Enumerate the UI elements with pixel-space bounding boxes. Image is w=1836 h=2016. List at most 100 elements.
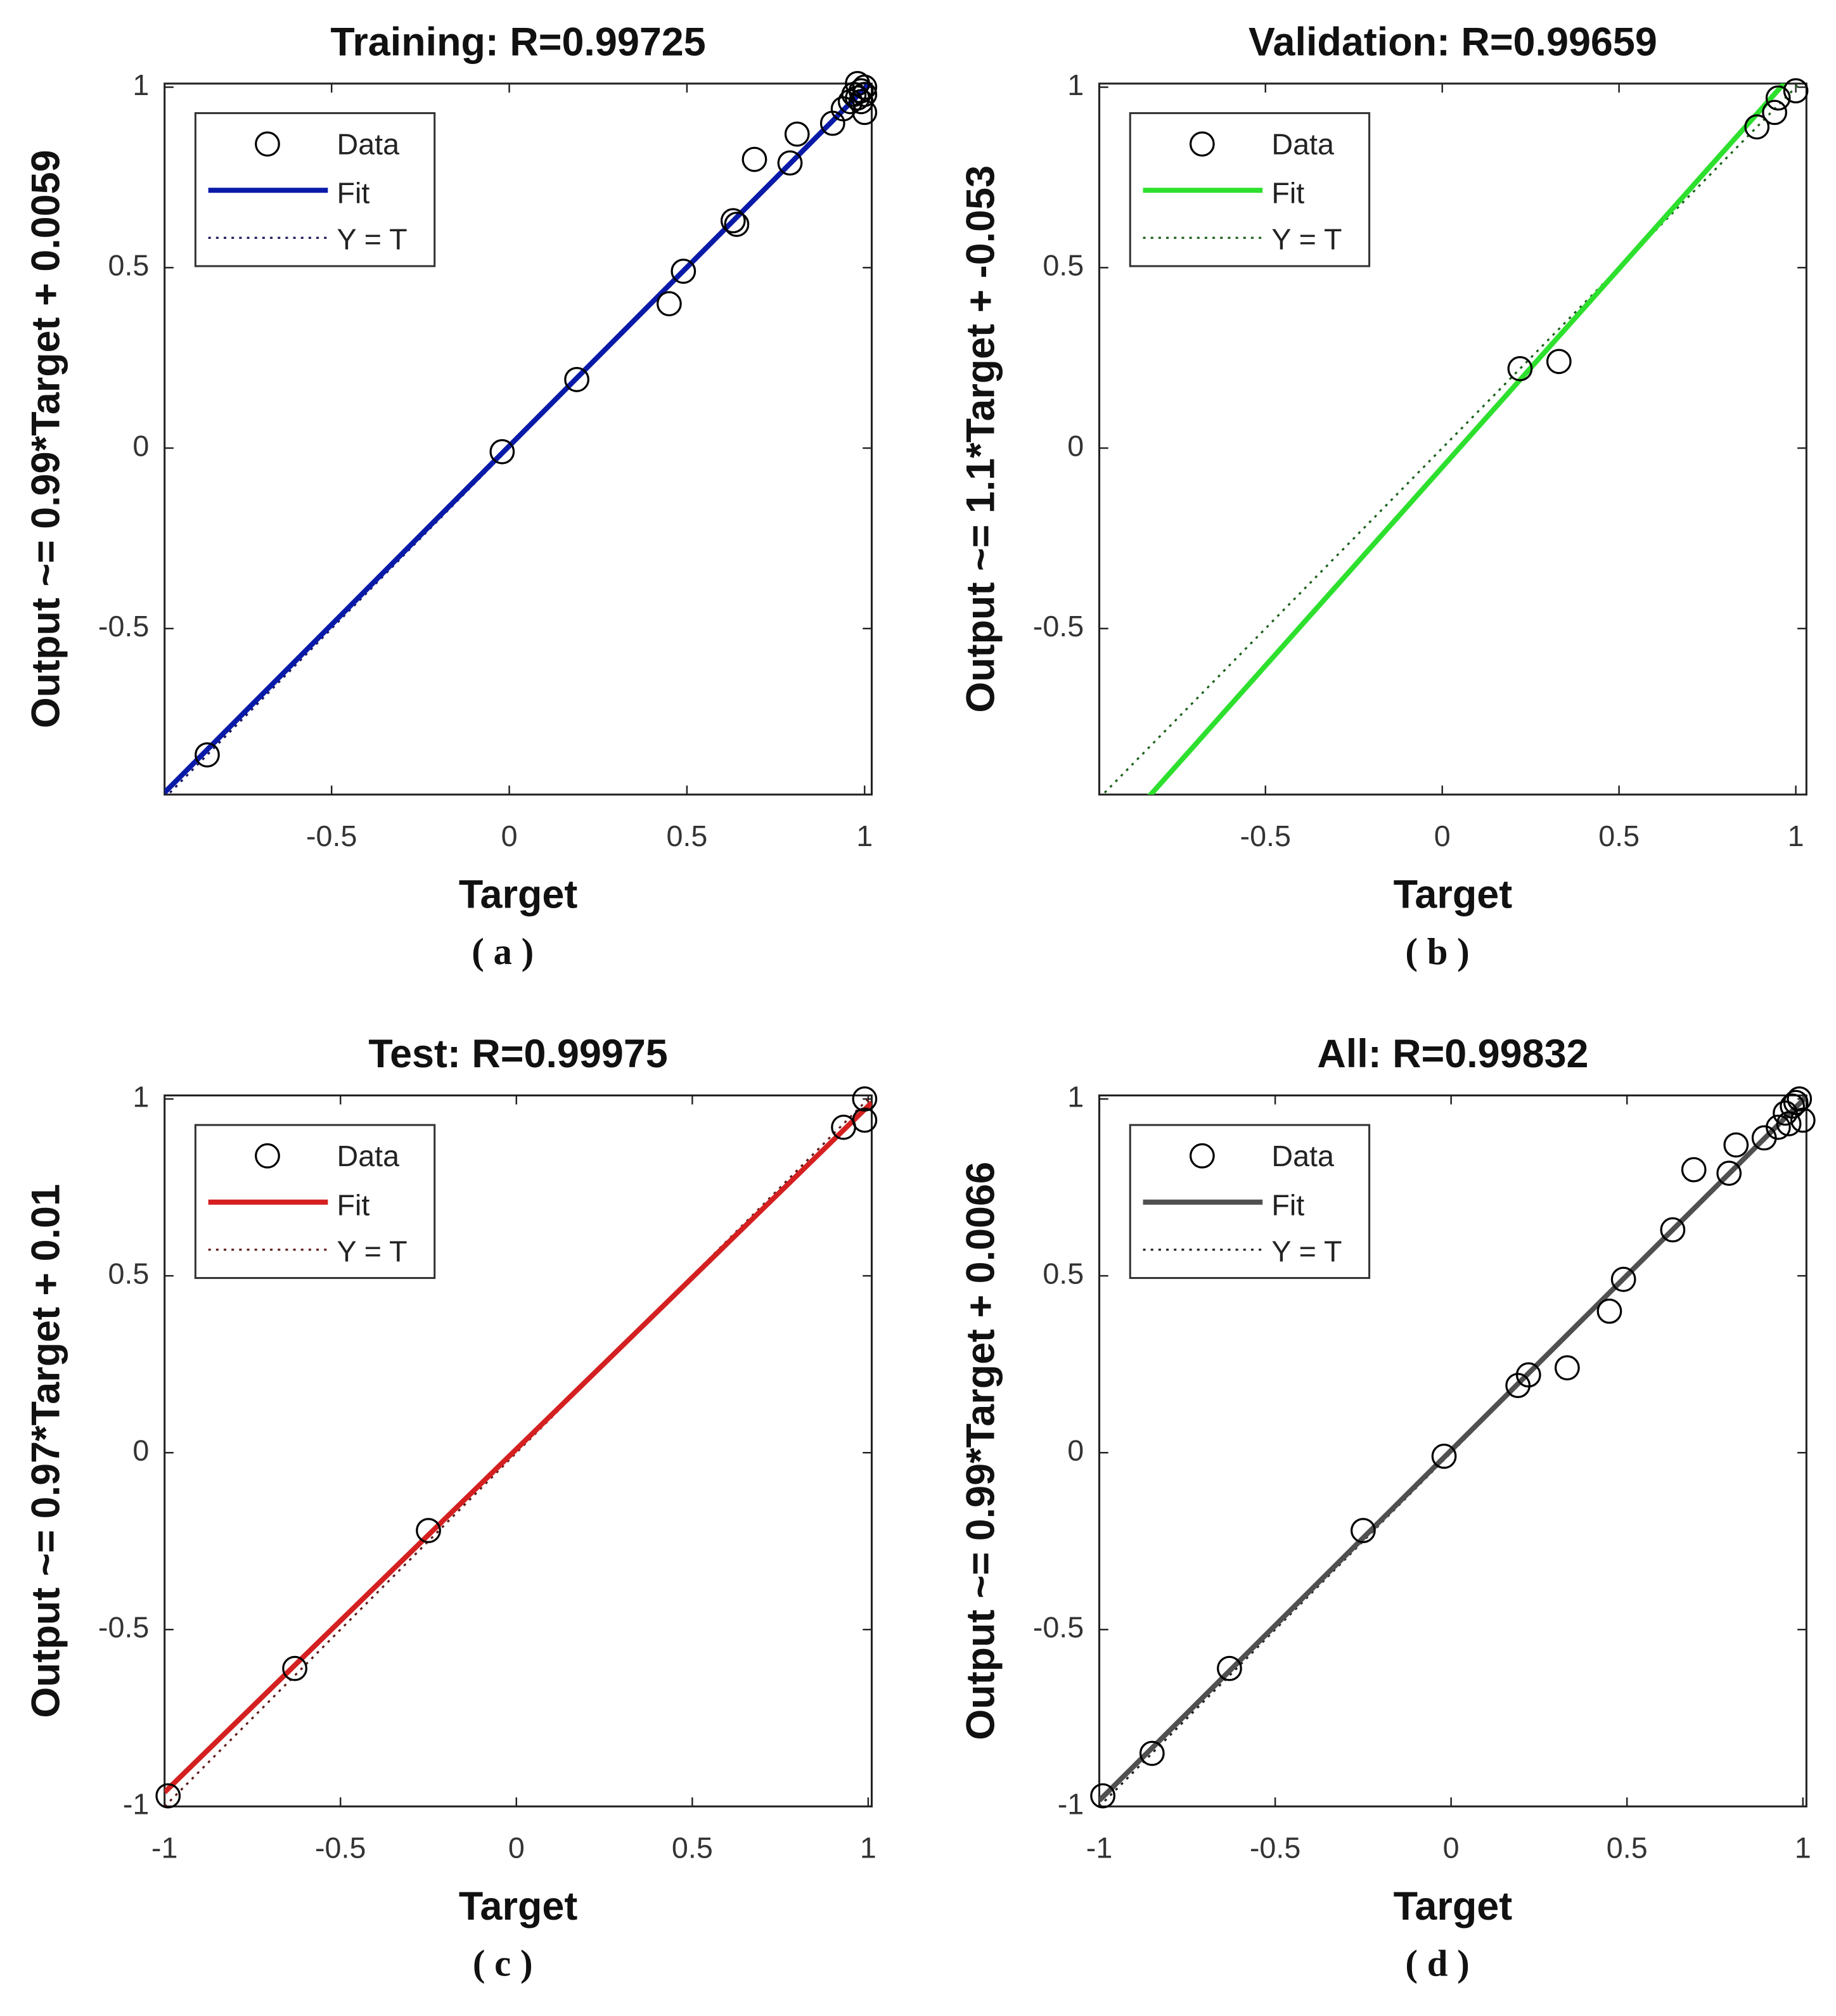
y-tick-label: -0.5 [1033, 1611, 1084, 1644]
chart-title: Validation: R=0.99659 [1249, 20, 1657, 65]
legend-label: Fit [1271, 1188, 1304, 1221]
x-tick-label: -0.5 [1240, 819, 1291, 852]
data-point [1660, 1217, 1686, 1243]
plot-content [1101, 83, 1801, 795]
identity-line [1101, 83, 1801, 795]
caption: ( d ) [1405, 1942, 1469, 1984]
y-tick-label: 0.5 [1043, 1257, 1084, 1290]
data-point [195, 742, 220, 767]
y-tick-label: 0.5 [108, 1257, 149, 1290]
panel: All: R=0.99832 Target Output ~= 0.99*Targe… [959, 1032, 1816, 1984]
x-tick-label: -0.5 [1250, 1832, 1300, 1865]
x-tick-label: -0.5 [315, 1832, 366, 1865]
data-point [1766, 1114, 1791, 1140]
data-point [1723, 1132, 1749, 1158]
data-point [1596, 1299, 1622, 1324]
x-tick-label: 0 [508, 1832, 525, 1865]
identity-line [164, 1095, 872, 1807]
data-point [1765, 85, 1791, 111]
data-point [671, 259, 697, 284]
plot-content [164, 1095, 872, 1807]
data-point [784, 121, 810, 147]
data-point [724, 212, 750, 237]
data-point [1790, 1107, 1816, 1133]
y-axis-label: Output ~= 0.99*Target + 0.0059 [24, 150, 68, 728]
data-point [1744, 114, 1770, 140]
data-point [1681, 1157, 1707, 1183]
data-point [1787, 1086, 1813, 1112]
y-axis-label: Output ~= 1.1*Target + -0.053 [959, 165, 1003, 713]
legend-label: Fit [337, 177, 370, 210]
x-tick-label: -1 [151, 1832, 178, 1865]
x-tick-label: 0.5 [1598, 819, 1640, 852]
y-tick-label: 1 [1067, 1080, 1084, 1113]
data-point [416, 1518, 441, 1543]
legend-symbol [255, 131, 280, 157]
y-tick-label: -0.5 [1033, 610, 1084, 643]
x-tick-label: -1 [1086, 1832, 1113, 1865]
legend: Data Fit Y = T [1129, 112, 1371, 267]
x-tick-label: 0.5 [666, 819, 707, 852]
x-axis-label: Target [459, 1884, 578, 1929]
data-point [1217, 1655, 1242, 1681]
legend-label: Data [337, 1140, 400, 1172]
fit-line [164, 1100, 872, 1794]
x-tick-label: 1 [856, 819, 873, 852]
panel: Test: R=0.99975 Target Output ~= 0.97*Targ… [24, 1032, 878, 1984]
y-tick-label: 1 [132, 68, 149, 101]
y-tick-label: 0.5 [108, 249, 149, 282]
x-tick-label: 0.5 [672, 1832, 713, 1865]
x-tick-label: 1 [860, 1832, 876, 1865]
legend-label: Data [1271, 1140, 1334, 1172]
legend: Data Fit Y = T [194, 1124, 436, 1280]
data-point [1431, 1443, 1457, 1469]
data-point [852, 82, 878, 107]
plot-content [164, 83, 872, 795]
x-tick-label: 0.5 [1607, 1832, 1648, 1865]
y-tick-label: -1 [1058, 1788, 1084, 1821]
panel: Training: R=0.99725 Target Output ~= 0.99*… [24, 20, 878, 972]
data-point [564, 366, 589, 392]
x-axis-label: Target [1394, 1884, 1513, 1929]
data-point [720, 208, 746, 234]
y-axis-label: Output ~= 0.97*Target + 0.01 [24, 1184, 68, 1718]
data-point [1139, 1740, 1165, 1766]
data-point [1515, 1362, 1541, 1388]
x-tick-label: 0 [1434, 819, 1451, 852]
chart-title: Test: R=0.99975 [368, 1032, 667, 1076]
data-point [1783, 78, 1809, 104]
legend-label: Y = T [337, 1235, 408, 1268]
fit-line [164, 83, 872, 795]
x-axis-label: Target [459, 873, 578, 917]
panel: Validation: R=0.99659 Target Output ~= 1.1… [959, 20, 1809, 972]
x-tick-label: 0 [501, 819, 518, 852]
y-tick-label: 0.5 [1043, 249, 1084, 282]
data-point [1351, 1518, 1376, 1543]
y-tick-label: 0 [132, 1434, 149, 1467]
legend-symbol [1189, 131, 1215, 157]
legend-label: Y = T [1271, 1235, 1342, 1268]
data-point [1090, 1783, 1115, 1809]
x-axis-label: Target [1394, 873, 1513, 917]
data-point [1776, 1111, 1802, 1136]
data-point [1762, 100, 1788, 125]
data-point [852, 100, 878, 125]
data-point [1554, 1355, 1580, 1381]
y-tick-label: 1 [1067, 68, 1084, 101]
x-tick-label: -0.5 [306, 819, 357, 852]
legend-label: Y = T [1271, 223, 1342, 256]
data-point [777, 150, 803, 176]
legend-label: Fit [337, 1188, 370, 1221]
legend-label: Data [1271, 128, 1334, 161]
legend-symbol [1189, 1143, 1215, 1169]
y-tick-label: 1 [132, 1080, 149, 1113]
legend-label: Data [337, 128, 400, 161]
data-point [1507, 356, 1533, 382]
chart-title: All: R=0.99832 [1317, 1032, 1588, 1076]
chart-title: Training: R=0.99725 [330, 20, 705, 65]
data-point [155, 1783, 181, 1809]
legend: Data Fit Y = T [1129, 1124, 1371, 1280]
y-tick-label: 0 [1067, 429, 1084, 462]
